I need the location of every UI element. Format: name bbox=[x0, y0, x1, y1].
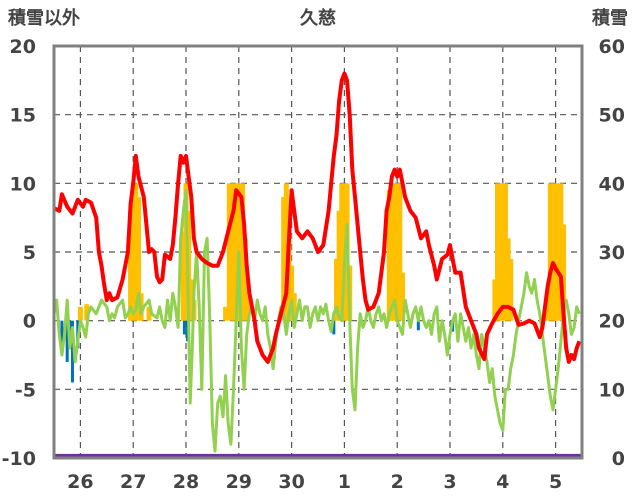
precipitation-bar bbox=[135, 197, 141, 321]
precipitation-bar bbox=[545, 293, 551, 321]
y-right-tick-label: 60 bbox=[599, 36, 625, 58]
precipitation-bar bbox=[394, 183, 400, 321]
precipitation-bar bbox=[77, 306, 83, 321]
below-zero-bar bbox=[332, 320, 336, 335]
x-tick-label: 28 bbox=[173, 471, 199, 493]
y-right-tick-labels: 0 10 20 30 40 50 60 bbox=[599, 36, 625, 470]
precipitation-bar bbox=[226, 183, 232, 321]
precipitation-bar bbox=[146, 306, 152, 321]
precipitation-bar bbox=[508, 258, 514, 321]
precipitation-bar bbox=[188, 279, 194, 321]
precipitation-bar bbox=[130, 183, 136, 321]
y-left-tick-label: -10 bbox=[2, 448, 36, 470]
gridlines bbox=[54, 46, 582, 458]
x-tick-label: 3 bbox=[443, 471, 456, 493]
precipitation-bar bbox=[389, 183, 395, 321]
precipitation-bar bbox=[180, 231, 186, 321]
x-tick-label: 4 bbox=[496, 471, 509, 493]
below-zero-bar bbox=[60, 320, 64, 349]
precipitation-bar bbox=[232, 183, 238, 321]
precipitation-bar bbox=[128, 210, 134, 321]
precipitation-bar bbox=[239, 183, 245, 321]
precipitation-bar bbox=[242, 238, 248, 321]
precipitation-bar bbox=[500, 183, 506, 321]
precipitation-bar bbox=[553, 183, 559, 321]
precipitation-bar bbox=[333, 258, 339, 321]
precipitation-bar bbox=[283, 183, 289, 321]
x-tick-label: 2 bbox=[391, 471, 404, 493]
precipitation-bar bbox=[392, 183, 398, 321]
precipitation-bar bbox=[497, 183, 503, 321]
temperature-line bbox=[53, 71, 582, 364]
precipitation-bar bbox=[339, 183, 345, 321]
precipitation-bar bbox=[281, 197, 287, 321]
below-zero-bar bbox=[65, 320, 69, 362]
precipitation-bar bbox=[291, 293, 297, 321]
precipitation-bar bbox=[495, 183, 501, 321]
precipitation-bar bbox=[502, 183, 508, 321]
precipitation-bar bbox=[555, 183, 561, 321]
x-tick-label: 1 bbox=[338, 471, 351, 493]
left-axis-label: 積雪以外 bbox=[7, 7, 80, 29]
precipitation-bar bbox=[505, 238, 511, 321]
precipitation-bar bbox=[492, 279, 498, 321]
plot-frame bbox=[52, 44, 584, 460]
precipitation-bar bbox=[289, 265, 295, 321]
y-right-tick-label: 40 bbox=[599, 173, 625, 195]
y-left-tick-label: 5 bbox=[23, 242, 36, 264]
x-tick-label: 5 bbox=[549, 471, 562, 493]
x-tick-labels: 26 27 28 29 30 1 2 3 4 5 bbox=[67, 471, 562, 493]
below-zero-bar bbox=[182, 320, 186, 335]
wind-line bbox=[52, 188, 581, 453]
y-left-tick-label: -5 bbox=[15, 379, 36, 401]
precipitation-bar bbox=[550, 183, 556, 321]
precipitation-bar bbox=[558, 183, 564, 321]
y-left-tick-label: 20 bbox=[10, 36, 36, 58]
precipitation-bar bbox=[336, 210, 342, 321]
x-tick-label: 26 bbox=[67, 471, 93, 493]
precipitation-bar bbox=[234, 183, 240, 321]
precipitation-bar bbox=[223, 306, 229, 321]
precipitation-bar bbox=[399, 272, 405, 321]
precipitation-bar bbox=[547, 183, 553, 321]
y-right-tick-label: 30 bbox=[599, 242, 625, 264]
precipitation-bar bbox=[397, 183, 403, 321]
y-right-tick-label: 20 bbox=[599, 311, 625, 333]
chart-title: 久慈 bbox=[300, 7, 336, 29]
x-tick-label: 29 bbox=[226, 471, 252, 493]
below-zero-bar bbox=[416, 320, 420, 331]
below-zero-bar bbox=[70, 320, 74, 383]
y-left-tick-label: 0 bbox=[23, 311, 36, 333]
y-right-tick-label: 10 bbox=[599, 379, 625, 401]
right-axis-label: 積雪 bbox=[591, 7, 628, 29]
x-tick-label: 30 bbox=[278, 471, 304, 493]
precipitation-bar bbox=[133, 183, 139, 321]
x-tick-label: 27 bbox=[120, 471, 146, 493]
precipitation-bar bbox=[561, 224, 567, 321]
precipitation-bar bbox=[84, 304, 90, 321]
y-left-tick-label: 10 bbox=[10, 173, 36, 195]
y-right-tick-label: 50 bbox=[599, 105, 625, 127]
y-left-tick-labels: -10 -5 0 5 10 15 20 bbox=[2, 36, 36, 470]
y-left-tick-label: 15 bbox=[10, 105, 36, 127]
y-right-tick-label: 0 bbox=[612, 448, 625, 470]
precipitation-bar bbox=[229, 183, 235, 321]
precipitation-bar bbox=[245, 293, 251, 321]
precipitation-bar bbox=[386, 190, 392, 321]
plot-area bbox=[52, 44, 584, 460]
